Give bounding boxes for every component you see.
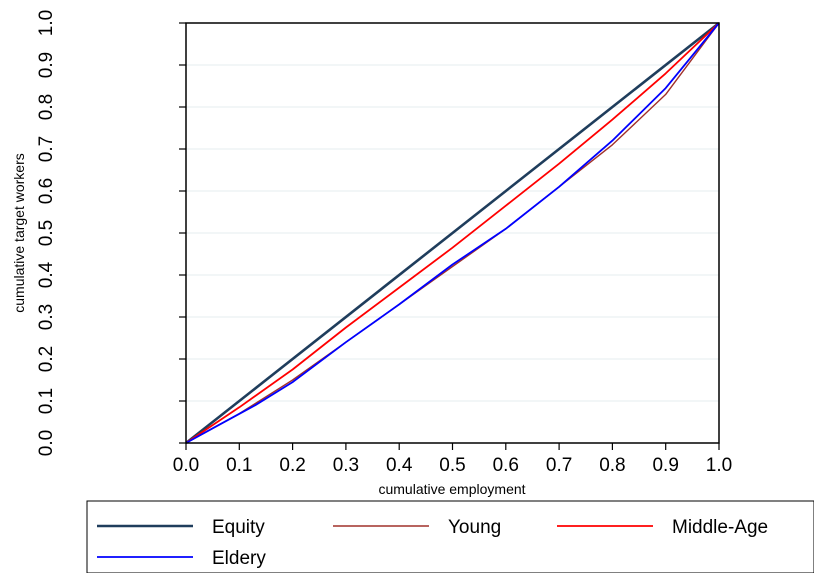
series-line-eldery	[185, 22, 720, 444]
x-axis-ticks: 0.0 0.1 0.2 0.3 0.4 0.5 0.6 0.7 0.8 0.9 1.0	[173, 443, 732, 476]
legend-label-eldery: Eldery	[212, 548, 266, 569]
x-tick-label: 0.0	[173, 455, 199, 476]
x-tick-label: 0.4	[386, 455, 413, 476]
y-tick-label: 0.1	[36, 388, 57, 414]
x-tick-label: 0.8	[599, 455, 625, 476]
x-tick-label: 0.1	[226, 455, 252, 476]
series-line-middle-age	[185, 22, 720, 444]
x-axis-label: cumulative employment	[378, 481, 525, 497]
x-tick-label: 0.6	[493, 455, 519, 476]
legend: Equity Young Middle-Age Eldery	[86, 500, 814, 573]
x-tick-label: 0.5	[439, 455, 465, 476]
y-tick-label: 0.6	[36, 178, 57, 204]
y-tick-label: 0.4	[36, 261, 57, 288]
x-tick-label: 0.9	[652, 455, 678, 476]
legend-box	[86, 500, 814, 573]
y-tick-label: 1.0	[36, 10, 57, 36]
legend-label-middle-age: Middle-Age	[672, 517, 768, 538]
x-tick-label: 0.2	[279, 455, 305, 476]
series-line-young	[185, 22, 720, 444]
legend-label-young: Young	[448, 517, 501, 538]
y-tick-label: 0.2	[36, 346, 57, 372]
series-lines	[185, 21, 720, 445]
y-tick-label: 0.0	[36, 430, 57, 456]
x-tick-label: 0.7	[546, 455, 572, 476]
y-tick-label: 0.7	[36, 136, 57, 162]
series-line-equity	[185, 21, 720, 445]
y-axis-ticks: 0.0 0.1 0.2 0.3 0.4 0.5 0.6 0.7 0.8 0.9 1.0	[36, 10, 186, 456]
y-tick-label: 0.3	[36, 304, 57, 330]
y-tick-label: 0.8	[36, 94, 57, 120]
legend-label-equity: Equity	[212, 517, 265, 538]
y-tick-label: 0.9	[36, 52, 57, 78]
y-tick-label: 0.5	[36, 220, 57, 246]
y-axis-label: cumulative target workers	[11, 153, 27, 313]
x-tick-label: 1.0	[706, 455, 732, 476]
x-tick-label: 0.3	[333, 455, 359, 476]
